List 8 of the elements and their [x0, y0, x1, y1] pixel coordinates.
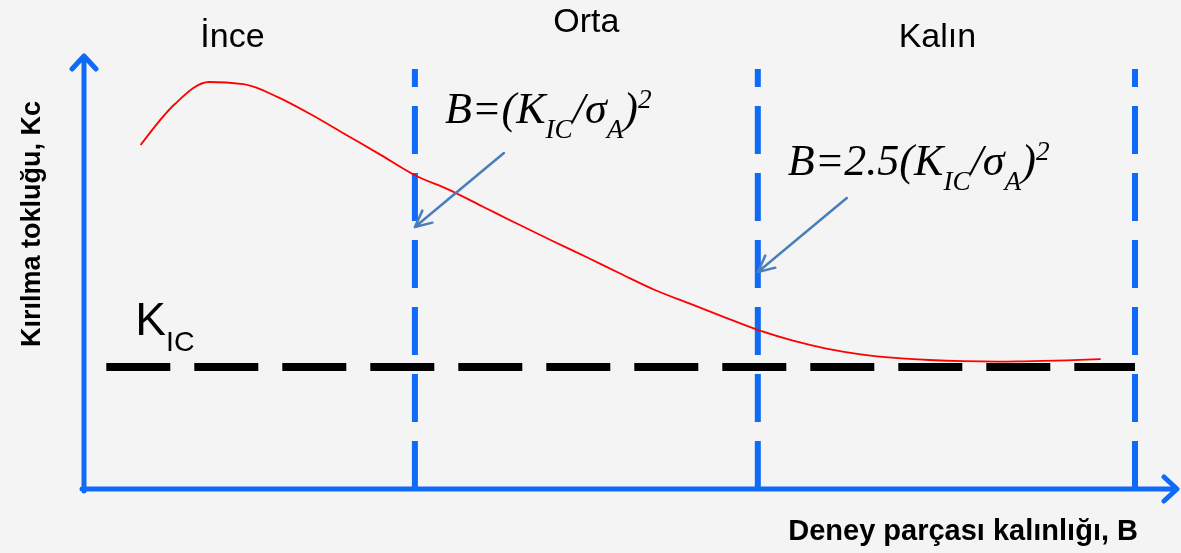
annotation: B=(K$_{IC}$/σ$_{A}$)$^{2}$ [444, 84, 652, 144]
y-axis-title: Kırılma tokluğu, Kc [16, 100, 46, 348]
series-label: K$_{IC}$ [135, 292, 195, 357]
text: İnce [200, 16, 265, 54]
annotation: B=2.5(K$_{IC}$/σ$_{A}$)$^{2}$ [787, 136, 1050, 196]
x-axis-title: Deney parçası kalınlığı, B [788, 514, 1138, 546]
text: Orta [553, 1, 620, 39]
text: Kalın [898, 16, 977, 54]
